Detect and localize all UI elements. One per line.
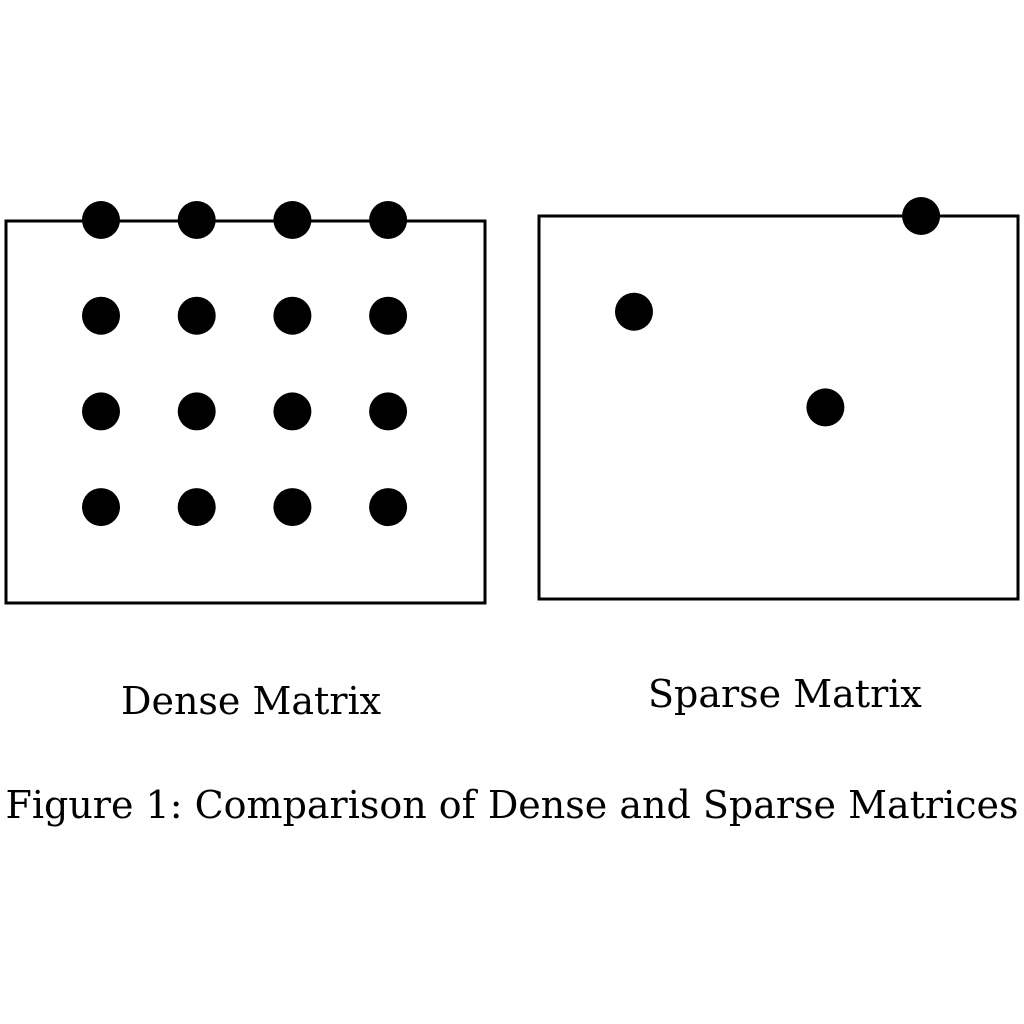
dense-matrix-entry-r1c1: [177, 296, 216, 335]
dense-matrix-label: Dense Matrix: [121, 679, 382, 723]
dense-matrix-entry-r0c3: [369, 201, 408, 239]
dense-matrix-entry-r0c0: [82, 201, 120, 239]
dense-matrix-entry-r2c2: [273, 392, 312, 431]
dense-matrix-entry-r3c0: [82, 488, 120, 527]
dense-matrix-entry-r3c2: [273, 488, 312, 527]
dense-matrix-entry-r2c1: [177, 392, 216, 431]
dense-matrix-entry-r1c0: [82, 296, 120, 335]
dense-matrix-panel: [4, 201, 487, 605]
dense-matrix-entry-r0c2: [273, 201, 312, 239]
dense-matrix-entries: [82, 201, 408, 527]
dense-matrix-entry-r1c3: [369, 296, 408, 335]
sparse-matrix-frame: [537, 214, 1020, 601]
figure-caption: Figure 1: Comparison of Dense and Sparse…: [5, 783, 1019, 827]
dense-matrix-entry-r1c2: [273, 296, 312, 335]
dense-matrix-entry-r3c1: [177, 488, 216, 527]
sparse-matrix-panel: [537, 197, 1020, 601]
dense-matrix-entry-r3c3: [369, 488, 408, 527]
sparse-matrix-entry-r1c0: [615, 292, 653, 331]
dense-matrix-entry-r0c1: [177, 201, 216, 239]
sparse-matrix-entries: [615, 197, 941, 427]
sparse-matrix-entry-r0c3: [902, 197, 941, 235]
dense-matrix-entry-r2c0: [82, 392, 120, 431]
dense-matrix-entry-r2c3: [369, 392, 408, 431]
dense-matrix-frame: [4, 219, 487, 605]
sparse-matrix-label: Sparse Matrix: [648, 672, 922, 716]
sparse-matrix-entry-r2c2: [806, 388, 845, 427]
